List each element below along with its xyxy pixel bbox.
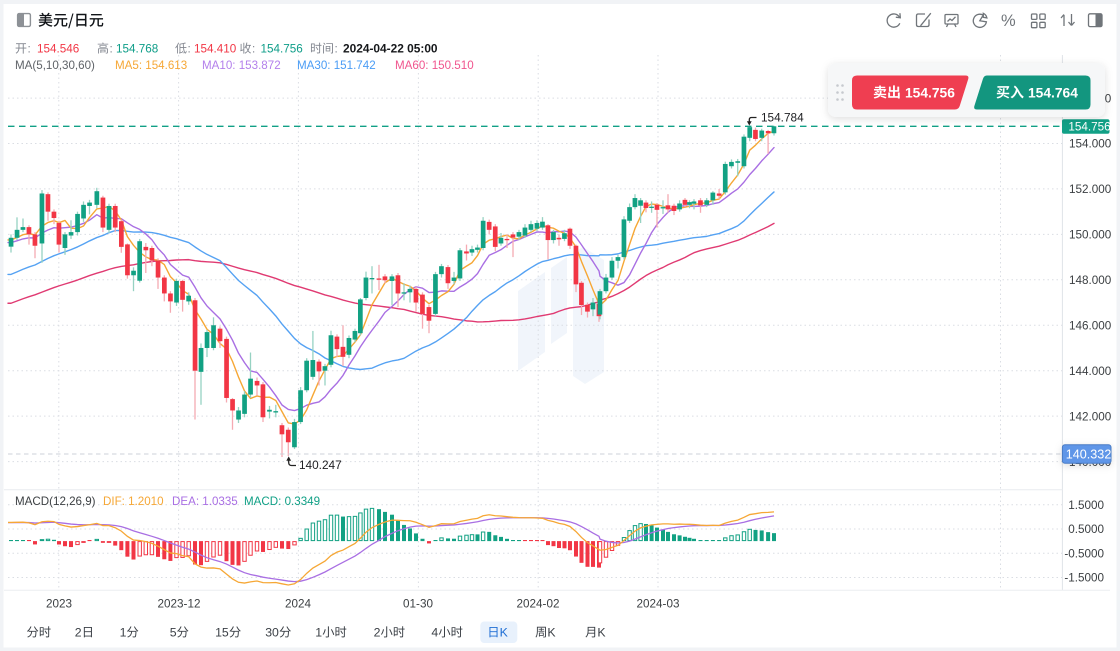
svg-text:1: 1 <box>120 626 127 640</box>
svg-text:154.756: 154.756 <box>1068 121 1110 134</box>
svg-text:146.000: 146.000 <box>1069 320 1112 333</box>
svg-text:5: 5 <box>170 626 177 640</box>
svg-text:MACD: 0.3349: MACD: 0.3349 <box>244 495 320 508</box>
svg-text:30: 30 <box>265 626 279 640</box>
svg-text::: : <box>110 43 113 56</box>
svg-text:144.000: 144.000 <box>1069 365 1112 378</box>
svg-text:142.000: 142.000 <box>1069 410 1112 423</box>
svg-text:K: K <box>500 626 509 640</box>
svg-text:2024-02: 2024-02 <box>517 598 560 611</box>
svg-text:148.000: 148.000 <box>1069 274 1112 287</box>
svg-text:1: 1 <box>315 626 322 640</box>
svg-text:MA5: 154.613: MA5: 154.613 <box>115 59 187 72</box>
svg-text:MA10: 153.872: MA10: 153.872 <box>202 59 281 72</box>
svg-text::: : <box>28 43 31 56</box>
svg-text:%: % <box>1001 12 1016 30</box>
svg-text:01-30: 01-30 <box>403 598 433 611</box>
svg-text:15: 15 <box>215 626 229 640</box>
svg-text:2023-12: 2023-12 <box>158 598 201 611</box>
svg-text:154.764: 154.764 <box>1028 85 1078 100</box>
svg-text:154.000: 154.000 <box>1069 138 1112 151</box>
svg-text:154.756: 154.756 <box>261 43 303 56</box>
svg-text:152.000: 152.000 <box>1069 183 1112 196</box>
svg-text:2: 2 <box>75 626 82 640</box>
svg-text:154.768: 154.768 <box>116 43 158 56</box>
svg-text::: : <box>252 43 255 56</box>
svg-text:1.5000: 1.5000 <box>1068 499 1104 512</box>
svg-text:2024-03: 2024-03 <box>637 598 680 611</box>
svg-text:140.247: 140.247 <box>299 458 342 472</box>
svg-text:2024-04-22 05:00: 2024-04-22 05:00 <box>343 42 438 56</box>
svg-text:MA60: 150.510: MA60: 150.510 <box>395 59 474 72</box>
svg-text:2023: 2023 <box>46 598 72 611</box>
svg-text:-1.5000: -1.5000 <box>1064 572 1104 585</box>
svg-text:DIF: 1.2010: DIF: 1.2010 <box>103 495 164 508</box>
svg-text:K: K <box>547 626 556 640</box>
svg-text:154.784: 154.784 <box>761 111 804 125</box>
svg-text:0.5000: 0.5000 <box>1068 523 1104 536</box>
svg-text:154.410: 154.410 <box>194 43 237 56</box>
svg-text:2024: 2024 <box>285 598 312 611</box>
svg-text:140.332: 140.332 <box>1066 448 1112 462</box>
svg-text::: : <box>188 43 191 56</box>
svg-text:MACD(12,26,9): MACD(12,26,9) <box>15 495 96 508</box>
svg-text:4: 4 <box>431 626 438 640</box>
svg-text::: : <box>335 43 338 56</box>
svg-text:K: K <box>597 626 606 640</box>
svg-text:MA30: 151.742: MA30: 151.742 <box>297 59 376 72</box>
svg-text:154.546: 154.546 <box>37 43 79 56</box>
svg-text:DEA: 1.0335: DEA: 1.0335 <box>172 495 238 508</box>
svg-text:150.000: 150.000 <box>1069 229 1112 242</box>
svg-text:MA(5,10,30,60): MA(5,10,30,60) <box>15 59 95 72</box>
svg-text:2: 2 <box>374 626 381 640</box>
svg-text:-0.5000: -0.5000 <box>1064 547 1104 560</box>
svg-text:154.756: 154.756 <box>905 85 955 100</box>
